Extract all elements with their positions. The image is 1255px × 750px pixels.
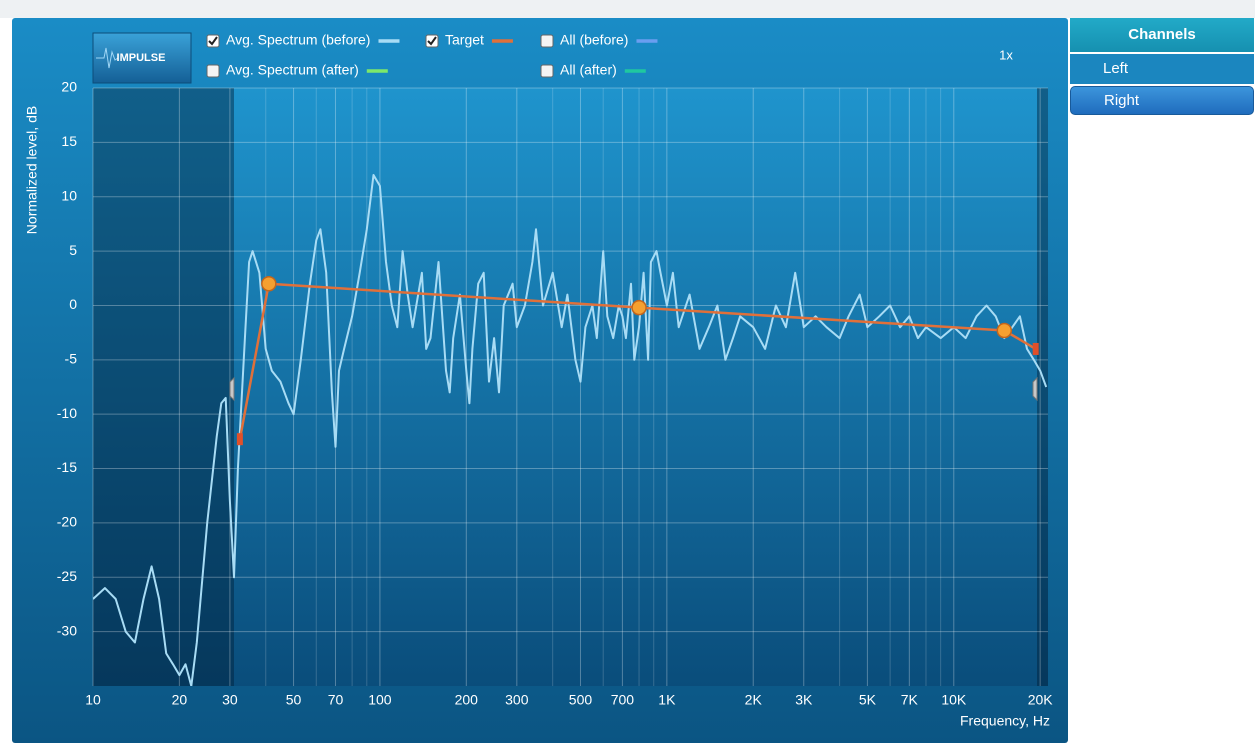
x-tick-label: 70 [328, 692, 344, 708]
x-tick-label: 30 [222, 692, 238, 708]
x-tick-label: 5K [859, 692, 877, 708]
y-tick-label: 10 [61, 187, 77, 203]
checkbox [540, 64, 554, 78]
x-tick-label: 10K [941, 692, 967, 708]
chart: IMPULSE 1x Normalized level, dB Frequenc… [12, 18, 1068, 743]
target-point[interactable] [261, 275, 277, 292]
y-tick-label: 0 [69, 296, 77, 312]
y-tick-label: -20 [57, 514, 77, 530]
x-axis-label: Frequency, Hz [960, 713, 1050, 729]
y-tick-label: -15 [57, 459, 77, 475]
checkbox [540, 34, 554, 48]
legend-item[interactable]: Avg. Spectrum (after) [206, 62, 388, 78]
legend-item[interactable]: Avg. Spectrum (before) [206, 32, 400, 48]
x-tick-label: 50 [286, 692, 302, 708]
target-end-handle[interactable] [236, 433, 243, 446]
legend-item[interactable]: All (after) [540, 62, 646, 78]
checkmark [208, 36, 218, 46]
legend-item[interactable]: All (before) [540, 32, 658, 48]
x-tick-label: 3K [795, 692, 813, 708]
legend-label: Avg. Spectrum (after) [226, 62, 359, 78]
legend-label: Avg. Spectrum (before) [226, 32, 370, 48]
impulse-label: IMPULSE [117, 52, 166, 64]
stopband-shade [93, 88, 234, 686]
checkbox [206, 64, 220, 78]
zoom-label: 1x [999, 47, 1013, 62]
target-point[interactable] [631, 299, 647, 316]
stopband-shade [1036, 88, 1048, 686]
x-tick-label: 2K [745, 692, 763, 708]
y-tick-label: -25 [57, 568, 77, 584]
legend-label: Target [445, 32, 484, 48]
y-tick-label: -5 [65, 351, 78, 367]
crossover-handle [1032, 376, 1038, 402]
target-point[interactable] [996, 322, 1013, 339]
channels-panel: Channels Left Right [1070, 18, 1254, 115]
x-tick-label: 1K [658, 692, 676, 708]
crossover-handle [229, 376, 235, 402]
channel-item[interactable]: Right [1070, 86, 1254, 115]
legend-label: All (before) [560, 32, 628, 48]
channel-item[interactable]: Left [1070, 54, 1254, 84]
x-tick-label: 200 [455, 692, 479, 708]
y-tick-label: -10 [57, 405, 77, 421]
x-tick-label: 700 [611, 692, 635, 708]
x-tick-label: 300 [505, 692, 529, 708]
impulse-button[interactable]: IMPULSE [92, 32, 192, 84]
y-tick-label: -30 [57, 622, 77, 638]
target-end-handle[interactable] [1032, 342, 1039, 355]
x-tick-label: 7K [901, 692, 919, 708]
y-tick-label: 5 [69, 242, 77, 258]
impulse-icon [96, 47, 119, 69]
x-tick-label: 100 [368, 692, 392, 708]
x-tick-label: 10 [85, 692, 101, 708]
checkmark [427, 36, 437, 46]
x-tick-label: 500 [569, 692, 593, 708]
impulse-button-bg [92, 32, 192, 84]
y-tick-label: 15 [61, 133, 77, 149]
plot-area [93, 88, 1048, 686]
top-bar [0, 0, 1255, 18]
channels-title: Channels [1070, 18, 1254, 52]
legend-label: All (after) [560, 62, 617, 78]
x-tick-label: 20 [172, 692, 188, 708]
spectrum-line [93, 174, 1048, 686]
x-tick-label: 20K [1028, 692, 1054, 708]
y-axis-label: Normalized level, dB [24, 106, 40, 234]
y-tick-label: 20 [61, 79, 77, 95]
legend-item[interactable]: Target [425, 32, 513, 48]
